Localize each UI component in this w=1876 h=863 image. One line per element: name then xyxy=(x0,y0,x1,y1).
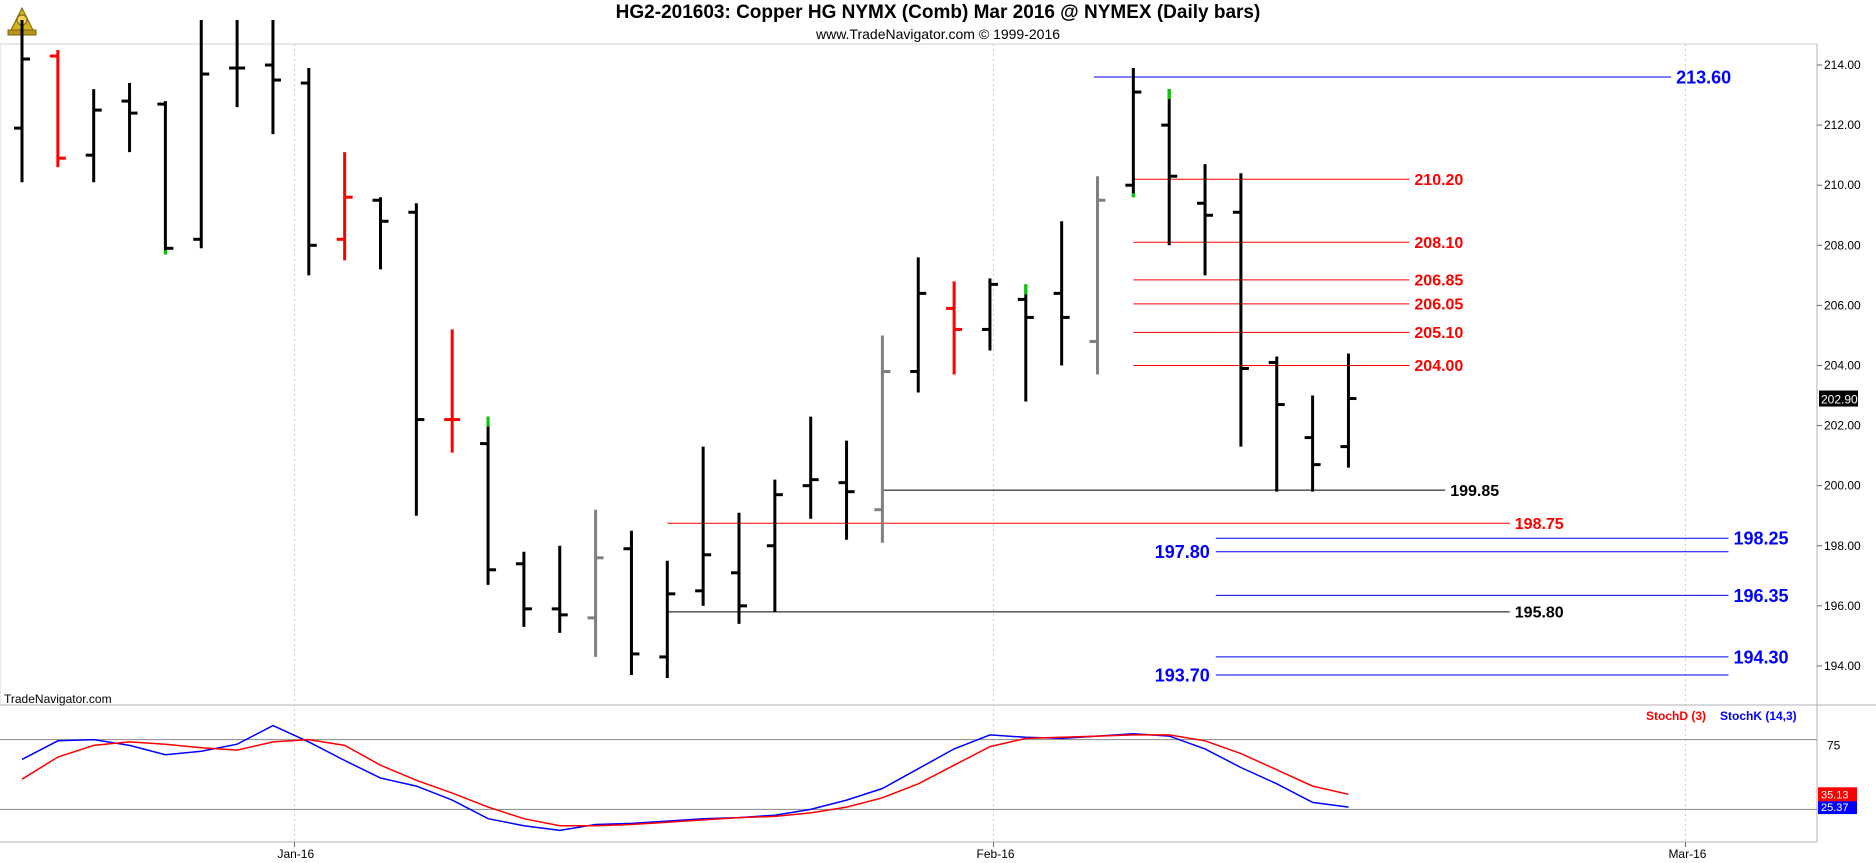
chart-subtitle: www.TradeNavigator.com © 1999-2016 xyxy=(815,26,1061,42)
level-label: 204.00 xyxy=(1414,358,1463,375)
price-tick-label: 200.00 xyxy=(1824,479,1861,493)
price-tick-label: 202.00 xyxy=(1824,419,1861,433)
level-label: 205.10 xyxy=(1414,325,1463,342)
stoch-value-badge xyxy=(1818,800,1857,815)
ohlc-bar xyxy=(121,83,138,153)
ohlc-bar xyxy=(372,197,389,270)
price-tick-label: 210.00 xyxy=(1824,178,1861,192)
ohlc-bar xyxy=(838,440,855,540)
date-tick-label: Mar-16 xyxy=(1668,847,1706,861)
ohlc-bar xyxy=(802,416,819,519)
ohlc-bar xyxy=(264,19,281,135)
ohlc-bar xyxy=(157,101,174,255)
ohlc-bar xyxy=(623,530,640,675)
ohlc-bar xyxy=(1053,221,1070,366)
price-tick-label: 212.00 xyxy=(1824,118,1861,132)
price-tick-label: 208.00 xyxy=(1824,238,1861,252)
ohlc-bar xyxy=(1304,395,1321,492)
price-tick-label: 206.00 xyxy=(1824,298,1861,312)
date-tick-label: Jan-16 xyxy=(277,847,314,861)
ohlc-bar xyxy=(336,152,353,261)
ohlc-bar xyxy=(946,281,963,375)
date-tick-label: Feb-16 xyxy=(977,847,1015,861)
stoch-value-label: 25.37 xyxy=(1821,802,1849,814)
level-label: 196.35 xyxy=(1733,586,1788,606)
ohlc-bar xyxy=(1089,176,1106,375)
grid-lines xyxy=(293,44,1686,842)
ohlc-bar xyxy=(193,19,210,249)
ohlc-bar xyxy=(874,335,891,543)
ohlc-bar xyxy=(659,560,676,678)
last-price-badge xyxy=(1819,390,1858,407)
ohlc-bar xyxy=(766,479,783,612)
price-tick-label: 198.00 xyxy=(1824,539,1861,553)
level-label: 213.60 xyxy=(1676,68,1731,88)
ohlc-bar xyxy=(695,446,712,606)
ohlc-bar xyxy=(49,50,66,168)
level-label: 195.80 xyxy=(1515,605,1564,622)
price-axis: 214.00 212.00 210.00 208.00 206.00 204.00 202.… xyxy=(1817,58,1861,673)
level-label: 198.75 xyxy=(1515,516,1564,533)
level-label: 206.05 xyxy=(1414,297,1463,314)
ohlc-bar xyxy=(1161,89,1178,246)
ohlc-bar xyxy=(1232,173,1249,447)
price-tick-label: 214.00 xyxy=(1824,58,1861,72)
ohlc-bar xyxy=(731,512,747,624)
ohlc-bar xyxy=(910,257,927,393)
level-label: 193.70 xyxy=(1155,665,1210,685)
ohlc-bar xyxy=(480,416,497,585)
stoch-line xyxy=(21,724,1349,832)
ohlc-bar xyxy=(551,545,568,633)
ohlc-bars xyxy=(14,19,1357,678)
ohlc-bar xyxy=(229,19,246,108)
level-label: 197.80 xyxy=(1155,542,1210,562)
level-label: 199.85 xyxy=(1450,483,1499,500)
price-tick-label: 196.00 xyxy=(1824,599,1861,613)
stoch-line xyxy=(21,734,1349,827)
ohlc-bar xyxy=(14,19,30,183)
ohlc-bar xyxy=(1125,68,1142,198)
ohlc-bar xyxy=(1268,356,1285,492)
stoch-value-badge xyxy=(1818,787,1857,802)
ohlc-bar xyxy=(408,203,425,516)
level-label: 194.30 xyxy=(1733,647,1788,667)
stoch-legend-d: StochD (3) xyxy=(1646,709,1706,723)
level-label: 206.85 xyxy=(1414,273,1463,290)
level-label: 198.25 xyxy=(1733,529,1788,549)
stoch-value-label: 35.13 xyxy=(1821,789,1849,801)
ohlc-bar xyxy=(300,68,317,276)
ohlc-bar xyxy=(515,551,532,627)
ohlc-bar xyxy=(1017,284,1034,402)
price-tick-label: 204.00 xyxy=(1824,358,1861,372)
level-lines: 213.60 210.20 208.10 206.85 206.05 205.10 204.… xyxy=(667,68,1789,685)
ohlc-bar xyxy=(85,89,102,183)
chart-title: HG2-201603: Copper HG NYMX (Comb) Mar 20… xyxy=(615,2,1261,23)
last-price-label: 202.90 xyxy=(1821,393,1858,407)
stoch-legend-k: StochK (14,3) xyxy=(1720,709,1797,723)
price-tick-label: 194.00 xyxy=(1824,659,1861,673)
level-label: 210.20 xyxy=(1414,172,1463,189)
ohlc-bar xyxy=(1197,164,1214,276)
level-label: 208.10 xyxy=(1414,235,1463,252)
stoch-tick-label: 75 xyxy=(1827,738,1841,752)
ohlc-bar xyxy=(981,278,998,351)
watermark-text: TradeNavigator.com xyxy=(4,692,112,706)
date-axis: Jan-16 Feb-16 Mar-16 xyxy=(277,842,1707,861)
ohlc-bar xyxy=(1340,353,1357,468)
ohlc-bar xyxy=(587,509,604,657)
ohlc-bar xyxy=(444,329,461,453)
